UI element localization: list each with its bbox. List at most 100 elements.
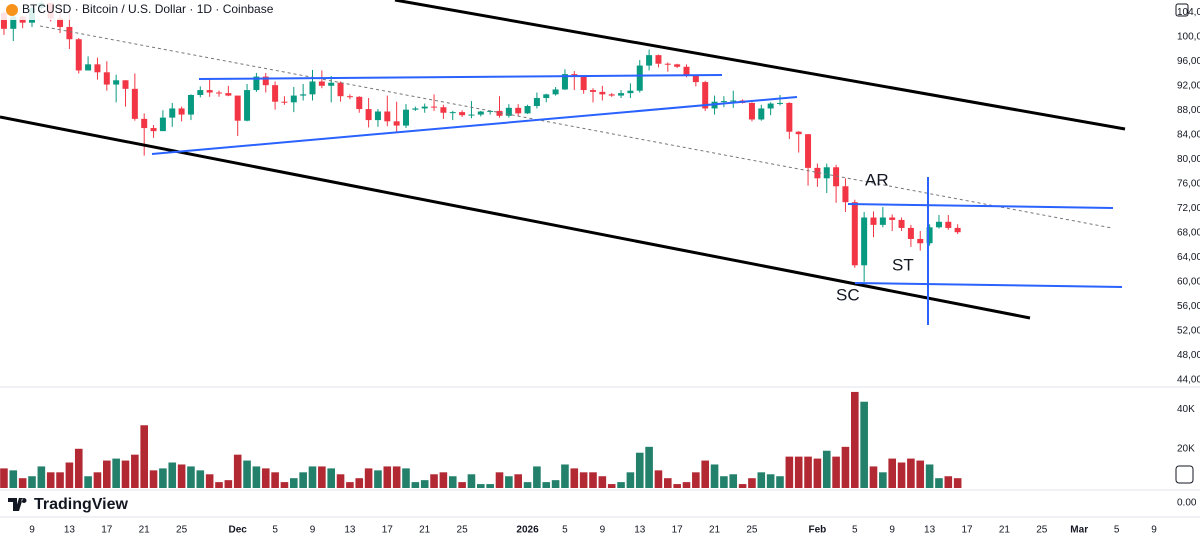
candle-body xyxy=(309,81,316,95)
volume-bar xyxy=(84,476,92,488)
candle-body xyxy=(468,114,475,116)
volume-bar xyxy=(467,474,476,488)
volume-bar xyxy=(103,460,111,488)
volume-bar xyxy=(168,462,177,488)
volume-bar xyxy=(392,466,401,488)
candle-body xyxy=(683,66,690,76)
volume-bar xyxy=(37,466,46,488)
candle-body xyxy=(403,109,409,126)
candle-body xyxy=(421,106,428,109)
candle-body xyxy=(833,167,840,187)
volume-bar xyxy=(243,460,251,488)
volume-bar xyxy=(159,468,167,488)
x-tick-label: 21 xyxy=(139,525,151,536)
volume-bar xyxy=(570,468,579,488)
volume-bar xyxy=(177,464,186,488)
candle-body xyxy=(655,55,662,64)
candle-body xyxy=(608,94,615,96)
x-tick-label: 25 xyxy=(1036,525,1048,536)
candle-body xyxy=(449,112,456,114)
x-tick-label: 5 xyxy=(562,525,568,536)
volume-bar xyxy=(804,456,812,488)
x-tick-label: Dec xyxy=(229,525,248,536)
volume-bar xyxy=(523,482,532,488)
pane-icon[interactable] xyxy=(1175,465,1194,484)
y-tick-label: 84,000 xyxy=(1177,129,1200,140)
volume-bar xyxy=(935,478,943,488)
candle-body xyxy=(346,96,353,98)
x-tick-label: 21 xyxy=(419,525,431,536)
y-tick-label: 96,000 xyxy=(1177,56,1200,67)
y-tick-label: 100,000 xyxy=(1177,31,1200,42)
y-tick-label: 64,000 xyxy=(1177,252,1200,263)
annotation: AR xyxy=(865,170,889,189)
channel-upper xyxy=(394,0,1126,131)
volume-bar xyxy=(607,484,616,488)
volume-tick-label: 40K xyxy=(1177,404,1195,415)
candle-body xyxy=(552,89,559,95)
header-title[interactable]: BTCUSD · Bitcoin / U.S. Dollar · 1D · Co… xyxy=(22,2,274,16)
candle-body xyxy=(590,90,596,92)
volume-bar xyxy=(692,472,700,488)
candle-body xyxy=(113,80,120,85)
candle-body xyxy=(300,94,307,96)
candle-body xyxy=(758,108,765,120)
volume-bar xyxy=(738,484,747,488)
annotation: SC xyxy=(836,285,860,304)
volume-bar xyxy=(458,482,466,488)
candle-body xyxy=(879,217,886,225)
candle-body xyxy=(599,91,606,95)
x-tick-label: 13 xyxy=(64,525,76,536)
volume-bar xyxy=(822,450,831,488)
brand-logo xyxy=(8,498,27,511)
x-tick-label: 9 xyxy=(29,525,35,536)
candle-body xyxy=(524,105,531,114)
volume-bar xyxy=(879,472,887,488)
volume-bar xyxy=(121,460,130,488)
y-tick-label: 72,000 xyxy=(1177,203,1200,214)
candle-body xyxy=(580,75,587,91)
y-tick-label: 60,000 xyxy=(1177,276,1200,287)
candle-body xyxy=(169,108,176,118)
candle-body xyxy=(533,98,540,106)
volume-bar xyxy=(542,482,551,488)
candle-body xyxy=(141,118,148,129)
volume-bar xyxy=(944,476,953,488)
x-tick-label: 21 xyxy=(709,525,721,536)
candle-body xyxy=(954,227,961,233)
volume-bar xyxy=(869,466,878,488)
volume-bar xyxy=(364,468,373,488)
x-tick-label: 5 xyxy=(852,525,858,536)
volume-bar xyxy=(149,470,158,488)
x-tick-label: Feb xyxy=(809,525,827,536)
volume-bar xyxy=(673,484,681,488)
y-tick-label: 80,000 xyxy=(1177,154,1200,165)
candle-body xyxy=(748,102,755,120)
candle-body xyxy=(636,65,643,91)
candle-body xyxy=(328,82,335,86)
brand-name: TradingView xyxy=(34,496,129,513)
candle-body xyxy=(85,64,92,71)
volume-bar xyxy=(112,458,120,488)
settings-icon[interactable] xyxy=(1175,3,1189,17)
candle-body xyxy=(0,12,7,29)
x-tick-label: 25 xyxy=(746,525,758,536)
x-tick-label: 9 xyxy=(310,525,316,536)
volume-bar xyxy=(654,470,663,488)
volume-bar xyxy=(271,472,279,488)
volume-bar xyxy=(308,466,317,488)
candle-body xyxy=(692,75,699,83)
y-tick-label: 44,000 xyxy=(1177,375,1200,386)
candle-body xyxy=(431,106,438,108)
volume-bar xyxy=(776,476,784,488)
volume-bar xyxy=(598,476,607,488)
candle-body xyxy=(75,39,82,71)
candle-body xyxy=(842,186,849,203)
candle-body xyxy=(786,102,793,132)
volume-bar xyxy=(196,470,205,488)
candle-body xyxy=(159,117,166,132)
volume-bar xyxy=(411,482,420,488)
candle-body xyxy=(907,227,914,239)
volume-bar xyxy=(290,478,298,488)
volume-bar xyxy=(252,466,261,488)
